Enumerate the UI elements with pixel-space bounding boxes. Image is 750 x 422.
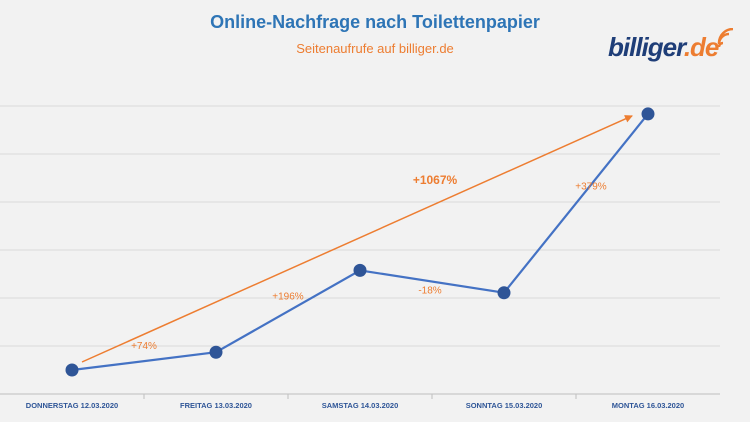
x-tick-label: MONTAG 16.03.2020 bbox=[612, 401, 684, 410]
change-label: -18% bbox=[418, 286, 441, 297]
x-tick-label: DONNERSTAG 12.03.2020 bbox=[26, 401, 118, 410]
x-tick-label: SAMSTAG 14.03.2020 bbox=[322, 401, 399, 410]
x-tick-label: FREITAG 13.03.2020 bbox=[180, 401, 252, 410]
data-point bbox=[65, 363, 79, 377]
change-label: +74% bbox=[131, 341, 157, 352]
total-change-label: +1067% bbox=[413, 173, 458, 187]
data-point bbox=[641, 107, 655, 121]
change-label: +379% bbox=[575, 181, 607, 192]
data-point bbox=[353, 263, 367, 277]
change-label: +196% bbox=[272, 291, 304, 302]
series-line bbox=[71, 113, 649, 372]
chart-title: Online-Nachfrage nach Toilettenpapier bbox=[210, 12, 540, 32]
logo-name: billiger bbox=[608, 32, 685, 62]
data-point bbox=[209, 345, 223, 359]
signal-waves-icon bbox=[717, 28, 734, 48]
logo-tld: .de bbox=[683, 32, 720, 62]
chart-subtitle: Seitenaufrufe auf billiger.de bbox=[296, 41, 454, 56]
x-tick-label: SONNTAG 15.03.2020 bbox=[466, 401, 543, 410]
trend-arrow bbox=[81, 115, 633, 363]
data-point bbox=[497, 286, 511, 300]
billiger-logo: billiger.de bbox=[608, 28, 738, 68]
